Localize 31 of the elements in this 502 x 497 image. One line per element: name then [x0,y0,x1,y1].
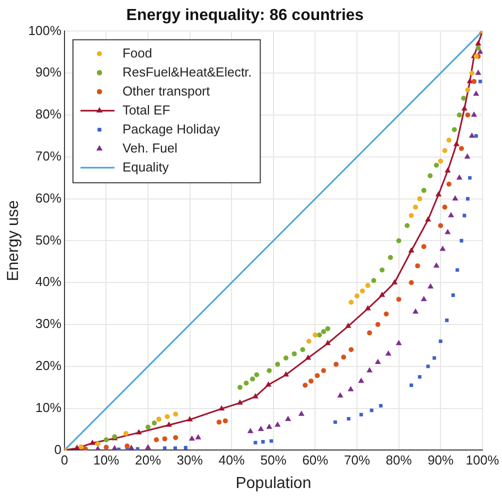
x-tick-label: 10% [93,452,120,468]
legend-label: Food [122,45,152,60]
x-tick-label: 50% [260,452,287,468]
x-tick-label: 40% [218,452,246,468]
y-tick-label: 100% [28,22,62,38]
x-axis-title: Population [236,474,312,492]
y-tick-label: 20% [35,358,62,373]
legend-label: Equality [122,159,170,174]
x-tick-label: 20% [135,452,162,468]
x-tick-label: 90% [428,452,454,468]
legend-label: Other transport [122,83,210,98]
y-tick-label: 40% [35,274,62,290]
y-tick-label: 50% [35,232,62,248]
x-tick-label: 60% [302,452,329,468]
legend-label: Total EF [122,102,170,118]
y-tick-label: 90% [35,64,62,80]
x-tick-label: 30% [176,452,204,468]
x-tick-label: 70% [344,452,370,468]
legend-label: Veh. Fuel [122,140,178,156]
y-tick-label: 0 [54,442,62,457]
legend-label: ResFuel&Heat&Electr. [122,64,252,80]
chart-title: Energy inequality: 86 countries [126,7,364,24]
x-tick-label: 100% [466,452,500,468]
y-tick-label: 60% [35,190,62,206]
y-tick-label: 80% [35,106,62,122]
y-tick-label: 10% [35,400,62,415]
legend-label: Package Holiday [122,121,221,136]
y-tick-label: 70% [35,148,62,164]
y-tick-label: 30% [35,316,62,332]
y-axis-title: Energy use [5,200,22,282]
x-tick-label: 80% [386,452,412,468]
